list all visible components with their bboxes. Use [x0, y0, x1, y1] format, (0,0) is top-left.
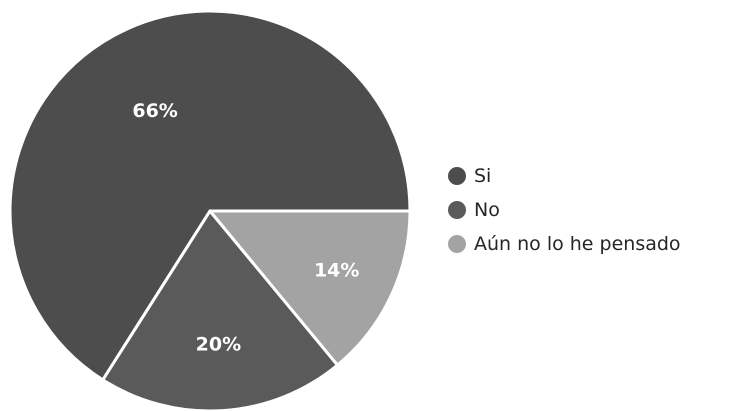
slice-data-label: 66% — [132, 100, 177, 122]
slice-data-label: 14% — [314, 260, 359, 282]
pie-slice-3 — [208, 209, 412, 367]
legend-swatch — [448, 235, 466, 253]
pie-slices — [8, 9, 412, 411]
legend: Si No Aún no lo he pensado — [448, 165, 681, 255]
slice-data-label: 20% — [196, 334, 241, 356]
legend-swatch — [448, 167, 466, 185]
legend-label: Si — [474, 165, 491, 187]
pie-slice-1 — [8, 9, 412, 382]
pie-slice-labels: 66% 20% 14% — [132, 100, 359, 356]
legend-swatch — [448, 201, 466, 219]
legend-label: Aún no lo he pensado — [474, 233, 681, 255]
legend-label: No — [474, 199, 500, 221]
